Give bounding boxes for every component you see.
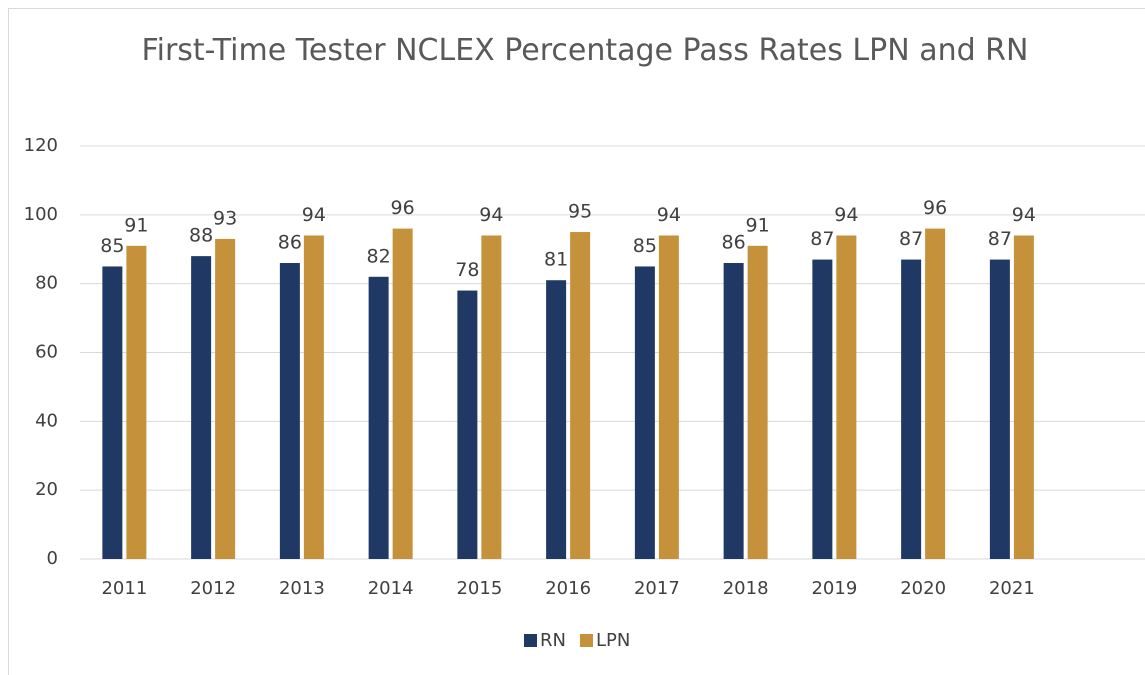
bar [191,256,212,559]
data-label: 85 [100,235,124,257]
x-tick-label: 2017 [634,578,680,599]
legend-label: LPN [596,630,630,651]
bar [836,235,857,559]
y-tick-label: 120 [24,135,58,156]
data-label: 87 [810,228,834,250]
bar [392,228,413,559]
data-label: 88 [189,225,213,247]
bar [368,276,389,559]
data-label: 82 [367,245,391,267]
x-tick-label: 2014 [368,578,414,599]
data-label: 94 [657,204,681,226]
bar [303,235,324,559]
x-tick-label: 2019 [811,578,857,599]
y-tick-label: 80 [35,273,58,294]
chart-border [8,8,1145,675]
y-tick-label: 40 [35,410,58,431]
x-tick-label: 2018 [723,578,769,599]
bar [812,259,833,559]
data-label: 94 [302,204,326,226]
data-label: 95 [568,201,592,223]
data-label: 81 [544,249,568,271]
x-tick-label: 2012 [190,578,236,599]
x-tick-label: 2021 [989,578,1035,599]
bar [457,290,478,559]
x-tick-label: 2013 [279,578,325,599]
data-label: 93 [213,207,237,229]
bar [634,266,655,559]
bar [723,263,744,559]
bar [925,228,946,559]
legend-label: RN [540,630,566,651]
data-label: 85 [633,235,657,257]
data-label: 94 [479,204,503,226]
x-tick-label: 2011 [101,578,147,599]
legend-swatch [524,634,537,647]
bar [126,245,147,559]
bar [901,259,922,559]
data-label: 87 [899,228,923,250]
data-label: 78 [455,259,479,281]
x-tick-label: 2016 [545,578,591,599]
bar [481,235,502,559]
data-label: 96 [923,197,947,219]
y-tick-label: 60 [35,342,58,363]
data-label: 86 [278,232,302,254]
data-label: 87 [988,228,1012,250]
bar [215,238,236,560]
x-tick-label: 2020 [900,578,946,599]
chart-title: First-Time Tester NCLEX Percentage Pass … [141,33,1029,68]
data-label: 94 [834,204,858,226]
data-label: 96 [391,197,415,219]
bar [570,232,591,559]
data-label: 91 [124,214,148,236]
x-tick-label: 2015 [456,578,502,599]
bar [989,259,1010,559]
y-tick-label: 0 [47,548,58,569]
bar [747,245,768,559]
legend-swatch [579,634,593,647]
bar [546,280,567,559]
bar [658,235,679,559]
y-tick-label: 20 [35,479,58,500]
data-label: 91 [746,214,770,236]
y-tick-label: 100 [24,204,58,225]
bar [102,266,123,559]
bar [279,263,300,559]
data-label: 86 [722,232,746,254]
data-label: 94 [1012,204,1036,226]
bar [1013,235,1034,559]
